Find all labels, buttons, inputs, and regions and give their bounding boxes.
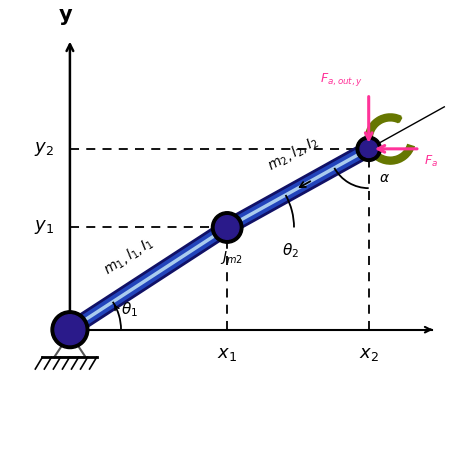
- Text: $\mathbf{y}$: $\mathbf{y}$: [58, 7, 73, 27]
- Text: $F_{a,out,y}$: $F_{a,out,y}$: [319, 71, 363, 88]
- Text: $\theta_1$: $\theta_1$: [121, 300, 138, 319]
- Text: $J_{m2}$: $J_{m2}$: [219, 249, 243, 266]
- Circle shape: [360, 140, 377, 157]
- Text: $m_1, l_1, I_1$: $m_1, l_1, I_1$: [100, 234, 157, 279]
- Circle shape: [211, 212, 243, 243]
- Circle shape: [215, 216, 239, 239]
- Text: $\theta_2$: $\theta_2$: [282, 241, 299, 260]
- Text: $x_2$: $x_2$: [359, 346, 379, 364]
- Circle shape: [356, 136, 381, 162]
- Text: $\alpha$: $\alpha$: [379, 171, 390, 185]
- Text: $m_2, l_2, I_2$: $m_2, l_2, I_2$: [265, 132, 322, 175]
- Circle shape: [55, 315, 85, 345]
- Text: $F_a$: $F_a$: [424, 154, 438, 169]
- Text: $y_1$: $y_1$: [34, 219, 54, 237]
- Circle shape: [51, 311, 89, 348]
- Text: $x_1$: $x_1$: [217, 346, 237, 364]
- Text: $y_2$: $y_2$: [34, 140, 54, 158]
